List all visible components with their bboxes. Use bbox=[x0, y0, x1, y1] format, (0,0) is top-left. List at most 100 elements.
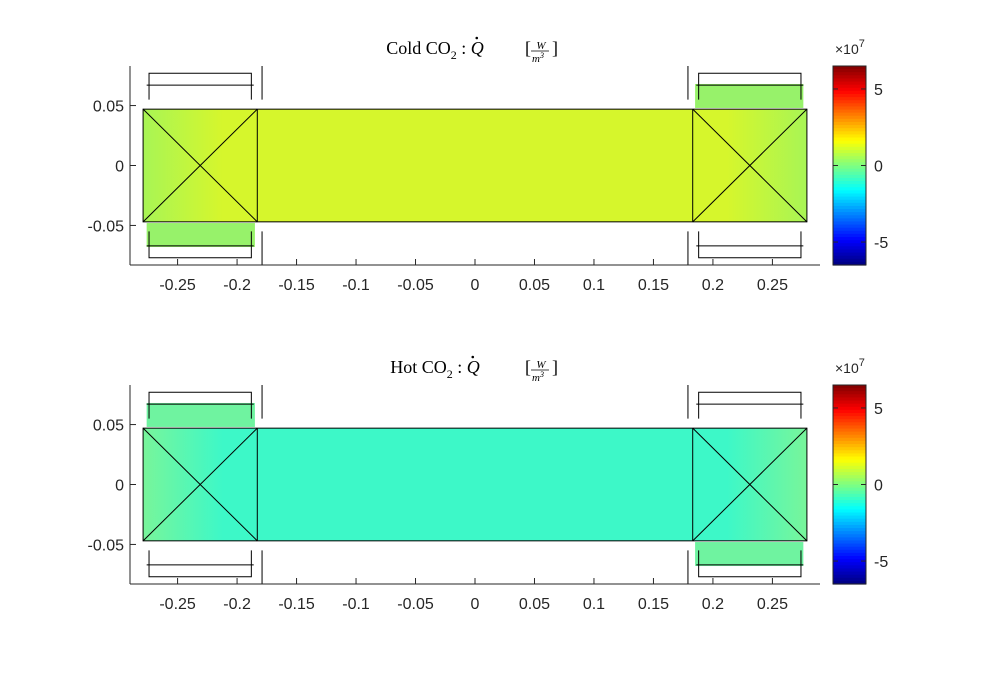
colorbar-band bbox=[833, 215, 866, 219]
colorbar-band bbox=[833, 487, 866, 492]
y-tick-label: 0 bbox=[115, 478, 124, 495]
colorbar-tick-label: 5 bbox=[874, 401, 883, 418]
header-inner-outline bbox=[148, 231, 252, 259]
x-tick-label: -0.1 bbox=[342, 277, 370, 294]
colorbar-band bbox=[833, 456, 866, 461]
colorbar-band bbox=[833, 459, 866, 464]
unit-bracket-right: ] bbox=[552, 357, 558, 377]
colorbar-band bbox=[833, 450, 866, 455]
field-region bbox=[143, 109, 807, 222]
header-outline bbox=[687, 231, 689, 265]
q-dot bbox=[471, 355, 475, 359]
colorbar-band bbox=[833, 75, 866, 80]
title-main: Cold CO bbox=[386, 38, 451, 58]
colorbar-band bbox=[833, 93, 866, 98]
colorbar-tick-label: -5 bbox=[874, 235, 888, 252]
colorbar-band bbox=[833, 568, 866, 573]
colorbar-band bbox=[833, 103, 866, 108]
colorbar-band bbox=[833, 453, 866, 458]
colorbar-band bbox=[833, 447, 866, 451]
header-outline bbox=[687, 66, 689, 100]
colorbar-band bbox=[833, 574, 866, 579]
colorbar-band bbox=[833, 118, 866, 123]
colorbar-band bbox=[833, 559, 866, 563]
side-frame bbox=[821, 425, 828, 545]
colorbar-band bbox=[833, 165, 866, 170]
x-tick-label: 0.05 bbox=[519, 596, 550, 613]
chart-title: Cold CO2 : Q bbox=[386, 38, 484, 62]
x-tick-label: 0.15 bbox=[638, 277, 669, 294]
subplot-1: -0.25 -0.2 -0.15 -0.1 -0.05 0 0.05 0.1 0.15 0.2 0.… bbox=[88, 36, 888, 294]
unit-den-exp: 3 bbox=[539, 51, 544, 60]
colorbar-band bbox=[833, 171, 866, 176]
colorbar-band bbox=[833, 209, 866, 213]
header-outline bbox=[261, 550, 263, 584]
colorbar-multiplier-exp: 7 bbox=[859, 357, 865, 369]
colorbar-band bbox=[833, 484, 866, 489]
colorbar-band bbox=[833, 153, 866, 157]
unit-den-exp: 3 bbox=[539, 370, 544, 379]
colorbar-band bbox=[833, 196, 866, 201]
colorbar: 5 0 -5 ×107 bbox=[832, 357, 888, 585]
colorbar-band bbox=[833, 149, 866, 154]
colorbar-band bbox=[833, 181, 866, 185]
colorbar-band bbox=[833, 534, 866, 538]
x-tick-label: -0.15 bbox=[278, 596, 315, 613]
diagonal-line bbox=[692, 427, 808, 542]
colorbar-band bbox=[833, 391, 866, 395]
colorbar-band bbox=[833, 131, 866, 136]
colorbar-band bbox=[833, 187, 866, 191]
x-tick-label: -0.2 bbox=[223, 596, 251, 613]
colorbar-band bbox=[833, 90, 866, 95]
colorbar-band bbox=[833, 202, 866, 207]
y-tick-label: -0.05 bbox=[88, 218, 125, 235]
colorbar-band bbox=[833, 475, 866, 479]
colorbar-band bbox=[833, 490, 866, 495]
colorbar-band bbox=[833, 481, 866, 486]
chart-title: Hot CO2 : Q bbox=[390, 357, 480, 381]
pad-region bbox=[146, 402, 255, 427]
colorbar-band bbox=[833, 227, 866, 232]
colorbar-band bbox=[833, 546, 866, 551]
colorbar-band bbox=[833, 577, 866, 582]
colorbar-band bbox=[833, 177, 866, 182]
x-tick-label: -0.2 bbox=[223, 277, 251, 294]
colorbar-band bbox=[833, 87, 866, 92]
title-subscript: 2 bbox=[447, 367, 453, 381]
header-outline bbox=[687, 385, 689, 419]
header-outline bbox=[261, 66, 263, 100]
colorbar-band bbox=[833, 503, 866, 507]
subplot-2: -0.25 -0.2 -0.15 -0.1 -0.05 0 0.05 0.1 0.15 0.2 0.… bbox=[88, 355, 888, 613]
colorbar-band bbox=[833, 121, 866, 126]
colorbar-band bbox=[833, 422, 866, 427]
side-frame bbox=[126, 425, 128, 545]
diagonal-line bbox=[142, 108, 258, 223]
colorbar-band bbox=[833, 419, 866, 423]
colorbar-band bbox=[833, 78, 866, 83]
channel-outline bbox=[142, 108, 808, 223]
header-outline bbox=[261, 385, 263, 419]
colorbar-band bbox=[833, 159, 866, 163]
x-tick-label: -0.15 bbox=[278, 277, 315, 294]
colorbar-band bbox=[833, 403, 866, 408]
x-tick-label: 0.2 bbox=[702, 277, 724, 294]
title-quantity: Q bbox=[467, 357, 480, 377]
colorbar-tick-label: 0 bbox=[874, 159, 883, 176]
x-tick-label: 0.05 bbox=[519, 277, 550, 294]
colorbar-multiplier-base: ×10 bbox=[835, 360, 859, 376]
x-tick-label: -0.25 bbox=[159, 277, 196, 294]
colorbar-band bbox=[833, 531, 866, 535]
colorbar-band bbox=[833, 221, 866, 226]
x-tick-label: 0 bbox=[471, 596, 480, 613]
colorbar-band bbox=[833, 437, 866, 442]
pad-region bbox=[695, 542, 804, 567]
unit-bracket-left: [ bbox=[525, 38, 531, 58]
header-inner-outline bbox=[698, 391, 802, 419]
x-tick-label: 0.2 bbox=[702, 596, 724, 613]
diagonal-line bbox=[692, 108, 808, 223]
header-inner-outline bbox=[698, 550, 802, 578]
colorbar-band bbox=[833, 69, 866, 73]
colorbar-multiplier: ×107 bbox=[835, 357, 865, 376]
unit-den-base: m bbox=[532, 53, 540, 65]
colorbar-multiplier: ×107 bbox=[835, 38, 865, 57]
